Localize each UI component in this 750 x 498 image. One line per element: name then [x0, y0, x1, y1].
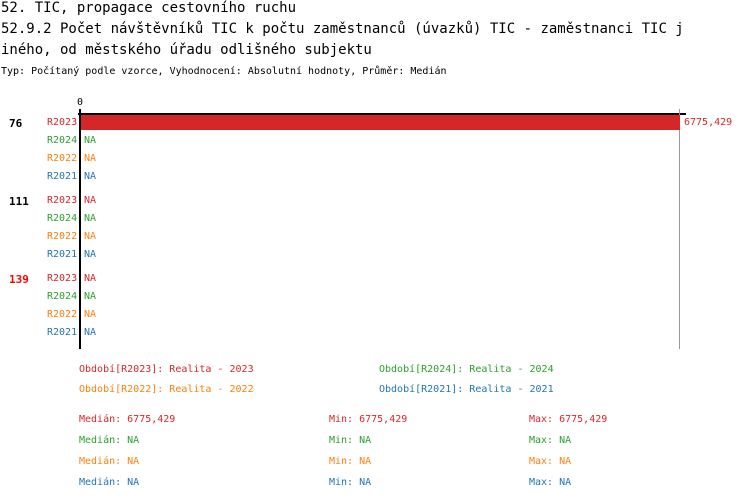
legend-item: Období[R2023]: Realita - 2023 — [79, 364, 254, 375]
data-label: NA — [84, 213, 97, 224]
subtitle: Typ: Počítaný podle vzorce, Vyhodnocení:… — [1, 66, 447, 77]
stat-max: Max: NA — [529, 435, 572, 446]
series-label: R2021 — [47, 171, 78, 182]
stat-max: Max: 6775,429 — [529, 414, 608, 425]
data-label: NA — [84, 249, 97, 260]
data-label: NA — [84, 195, 97, 206]
series-label: R2023 — [47, 117, 78, 128]
stat-min: Min: NA — [329, 435, 372, 446]
stat-median: Medián: 6775,429 — [79, 414, 176, 425]
data-label: NA — [84, 135, 97, 146]
series-label: R2024 — [47, 135, 78, 146]
title-line-1: 52. TIC, propagace cestovního ruchu — [1, 0, 297, 16]
x-axis-line — [78, 113, 686, 115]
stat-max: Max: NA — [529, 477, 572, 488]
group-label: 139 — [9, 273, 29, 286]
y-axis-line — [79, 109, 81, 349]
title-line-3: iného, od městského úřadu odlišného subj… — [1, 42, 372, 58]
data-label: 6775,429 — [684, 117, 733, 128]
x-tick-label: 0 — [77, 97, 84, 108]
series-label: R2024 — [47, 291, 78, 302]
group-label: 76 — [9, 117, 23, 130]
series-label: R2022 — [47, 309, 78, 320]
legend-item: Období[R2021]: Realita - 2021 — [379, 384, 554, 395]
max-line — [679, 109, 680, 349]
data-label: NA — [84, 327, 97, 338]
stat-min: Min: NA — [329, 456, 372, 467]
data-label: NA — [84, 153, 97, 164]
series-label: R2021 — [47, 327, 78, 338]
data-label: NA — [84, 171, 97, 182]
series-label: R2023 — [47, 195, 78, 206]
legend-item: Období[R2024]: Realita - 2024 — [379, 364, 554, 375]
bar — [81, 115, 680, 130]
data-label: NA — [84, 273, 97, 284]
data-label: NA — [84, 231, 97, 242]
series-label: R2024 — [47, 213, 78, 224]
stat-min: Min: 6775,429 — [329, 414, 408, 425]
title-line-2: 52.9.2 Počet návštěvníků TIC k počtu zam… — [1, 21, 684, 37]
stat-max: Max: NA — [529, 456, 572, 467]
data-label: NA — [84, 309, 97, 320]
legend-item: Období[R2022]: Realita - 2022 — [79, 384, 254, 395]
stat-median: Medián: NA — [79, 435, 140, 446]
series-label: R2022 — [47, 231, 78, 242]
series-label: R2022 — [47, 153, 78, 164]
stat-median: Medián: NA — [79, 477, 140, 488]
group-label: 111 — [9, 195, 29, 208]
stat-median: Medián: NA — [79, 456, 140, 467]
series-label: R2023 — [47, 273, 78, 284]
data-label: NA — [84, 291, 97, 302]
stat-min: Min: NA — [329, 477, 372, 488]
series-label: R2021 — [47, 249, 78, 260]
